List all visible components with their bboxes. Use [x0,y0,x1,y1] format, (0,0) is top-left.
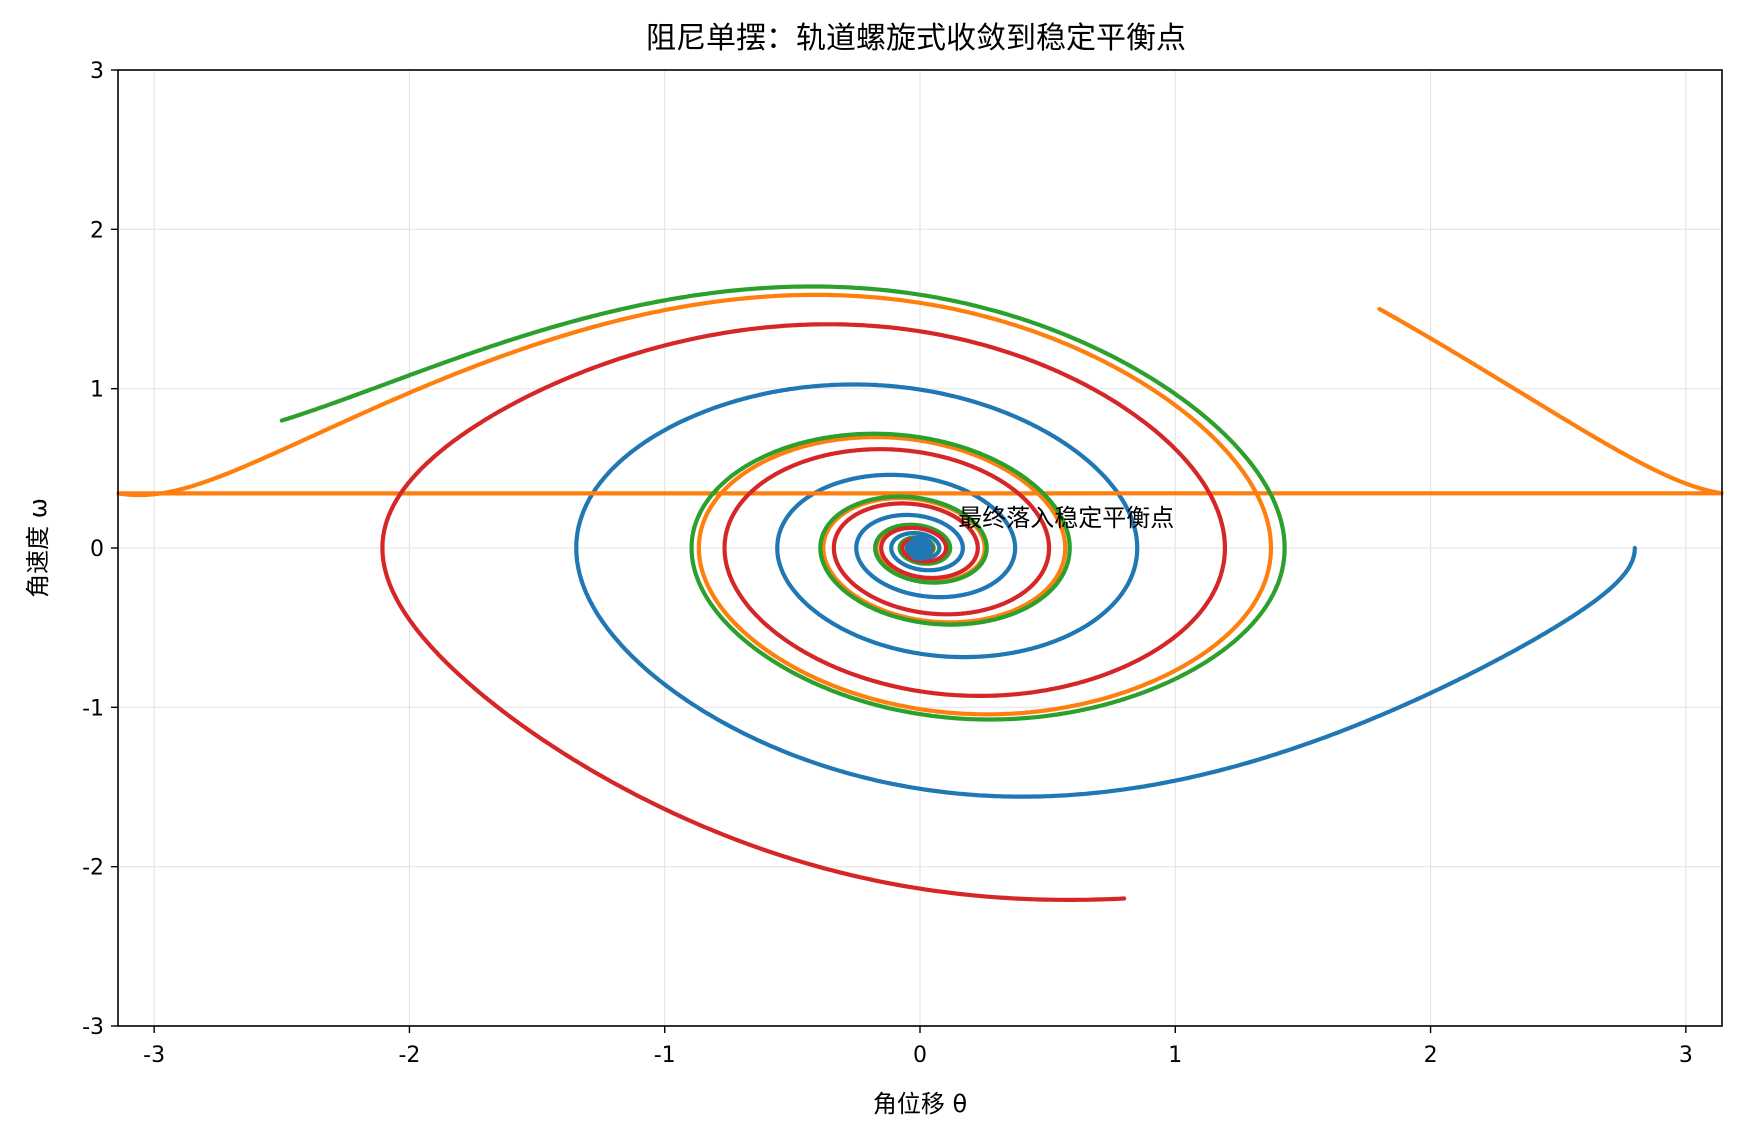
y-tick-label: -1 [82,696,104,721]
x-tick-label: 1 [1168,1043,1182,1068]
x-axis-title: 角位移 θ [873,1090,967,1118]
x-tick-label: 2 [1424,1043,1438,1068]
tick-layer: -3 -2 -1 0 1 2 3 -3 -2 -1 0 1 2 3 [82,59,1693,1068]
y-tick-label: 2 [90,218,104,243]
marker-layer [907,535,933,561]
y-tick-label: 1 [90,378,104,403]
y-tick-label: -3 [82,1015,104,1040]
trajectory-line-4 [380,322,1227,902]
x-tick-label: -2 [398,1043,420,1068]
y-tick-label: 0 [90,537,104,562]
y-axis-title: 角速度 ω [24,498,52,598]
x-tick-label: -1 [654,1043,676,1068]
annotation-label: 最终落入稳定平衡点 [958,504,1174,532]
x-tick-label: 0 [913,1043,927,1068]
x-tick-label: -3 [143,1043,165,1068]
x-tick-label: 3 [1679,1043,1693,1068]
equilibrium-point-marker [907,535,933,561]
chart-title: 阻尼单摆：轨道螺旋式收敛到稳定平衡点 [646,21,1186,56]
trajectory-line-3 [279,284,1287,722]
y-tick-label: -2 [82,856,104,881]
y-tick-label: 3 [90,59,104,84]
